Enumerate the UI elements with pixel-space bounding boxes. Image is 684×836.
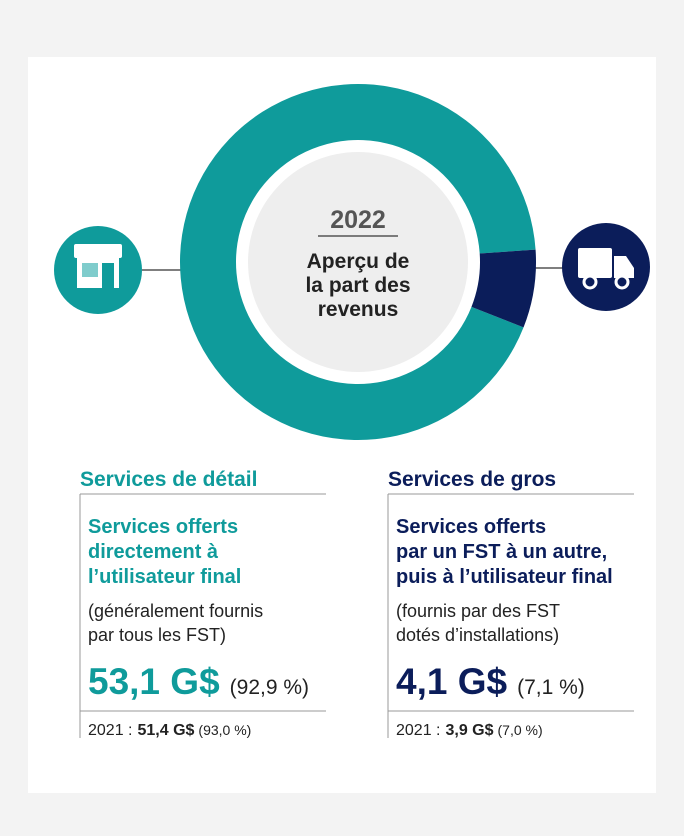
panel-note: dotés d’installations) bbox=[396, 625, 559, 645]
panel-note: (fournis par des FST bbox=[396, 601, 560, 621]
center-subtitle: Aperçu de bbox=[307, 250, 410, 273]
prior-year: 2021 : bbox=[88, 722, 132, 739]
panel-description: Services offerts bbox=[396, 516, 546, 538]
prior-revenue: 51,4 G$ bbox=[137, 722, 194, 739]
share-label: (92,9 %) bbox=[230, 676, 309, 699]
panel-description: par un FST à un autre, bbox=[396, 541, 607, 563]
revenue-line: 4,1 G$ (7,1 %) bbox=[396, 661, 585, 702]
truck-icon bbox=[562, 223, 650, 311]
revenue-line: 53,1 G$ (92,9 %) bbox=[88, 661, 309, 702]
prior-share: (93,0 %) bbox=[198, 722, 251, 738]
panel-description: Services offerts bbox=[88, 516, 238, 538]
panel-description: l’utilisateur final bbox=[88, 566, 241, 588]
donut bbox=[180, 83, 536, 440]
panel-description: puis à l’utilisateur final bbox=[396, 566, 613, 588]
prior-share: (7,0 %) bbox=[498, 722, 543, 738]
center-title: 2022 bbox=[330, 206, 386, 234]
prior-line: 2021 : 3,9 G$ (7,0 %) bbox=[396, 722, 543, 739]
panel-heading: Services de gros bbox=[388, 468, 556, 491]
revenue: 4,1 G$ bbox=[396, 661, 507, 702]
donut-segment bbox=[180, 83, 536, 440]
revenue: 53,1 G$ bbox=[88, 661, 220, 702]
panel-heading: Services de détail bbox=[80, 468, 257, 491]
prior-year: 2021 : bbox=[396, 722, 440, 739]
store-icon bbox=[54, 226, 142, 314]
prior-revenue: 3,9 G$ bbox=[445, 722, 493, 739]
donut-segment bbox=[471, 249, 536, 328]
panel-description: directement à bbox=[88, 541, 219, 563]
center-subtitle: revenus bbox=[318, 298, 399, 321]
center-subtitle: la part des bbox=[305, 274, 410, 297]
center-disc bbox=[248, 152, 468, 372]
panel-note: par tous les FST) bbox=[88, 625, 226, 645]
panel-note: (généralement fournis bbox=[88, 601, 263, 621]
prior-line: 2021 : 51,4 G$ (93,0 %) bbox=[88, 722, 251, 739]
share-label: (7,1 %) bbox=[517, 676, 585, 699]
